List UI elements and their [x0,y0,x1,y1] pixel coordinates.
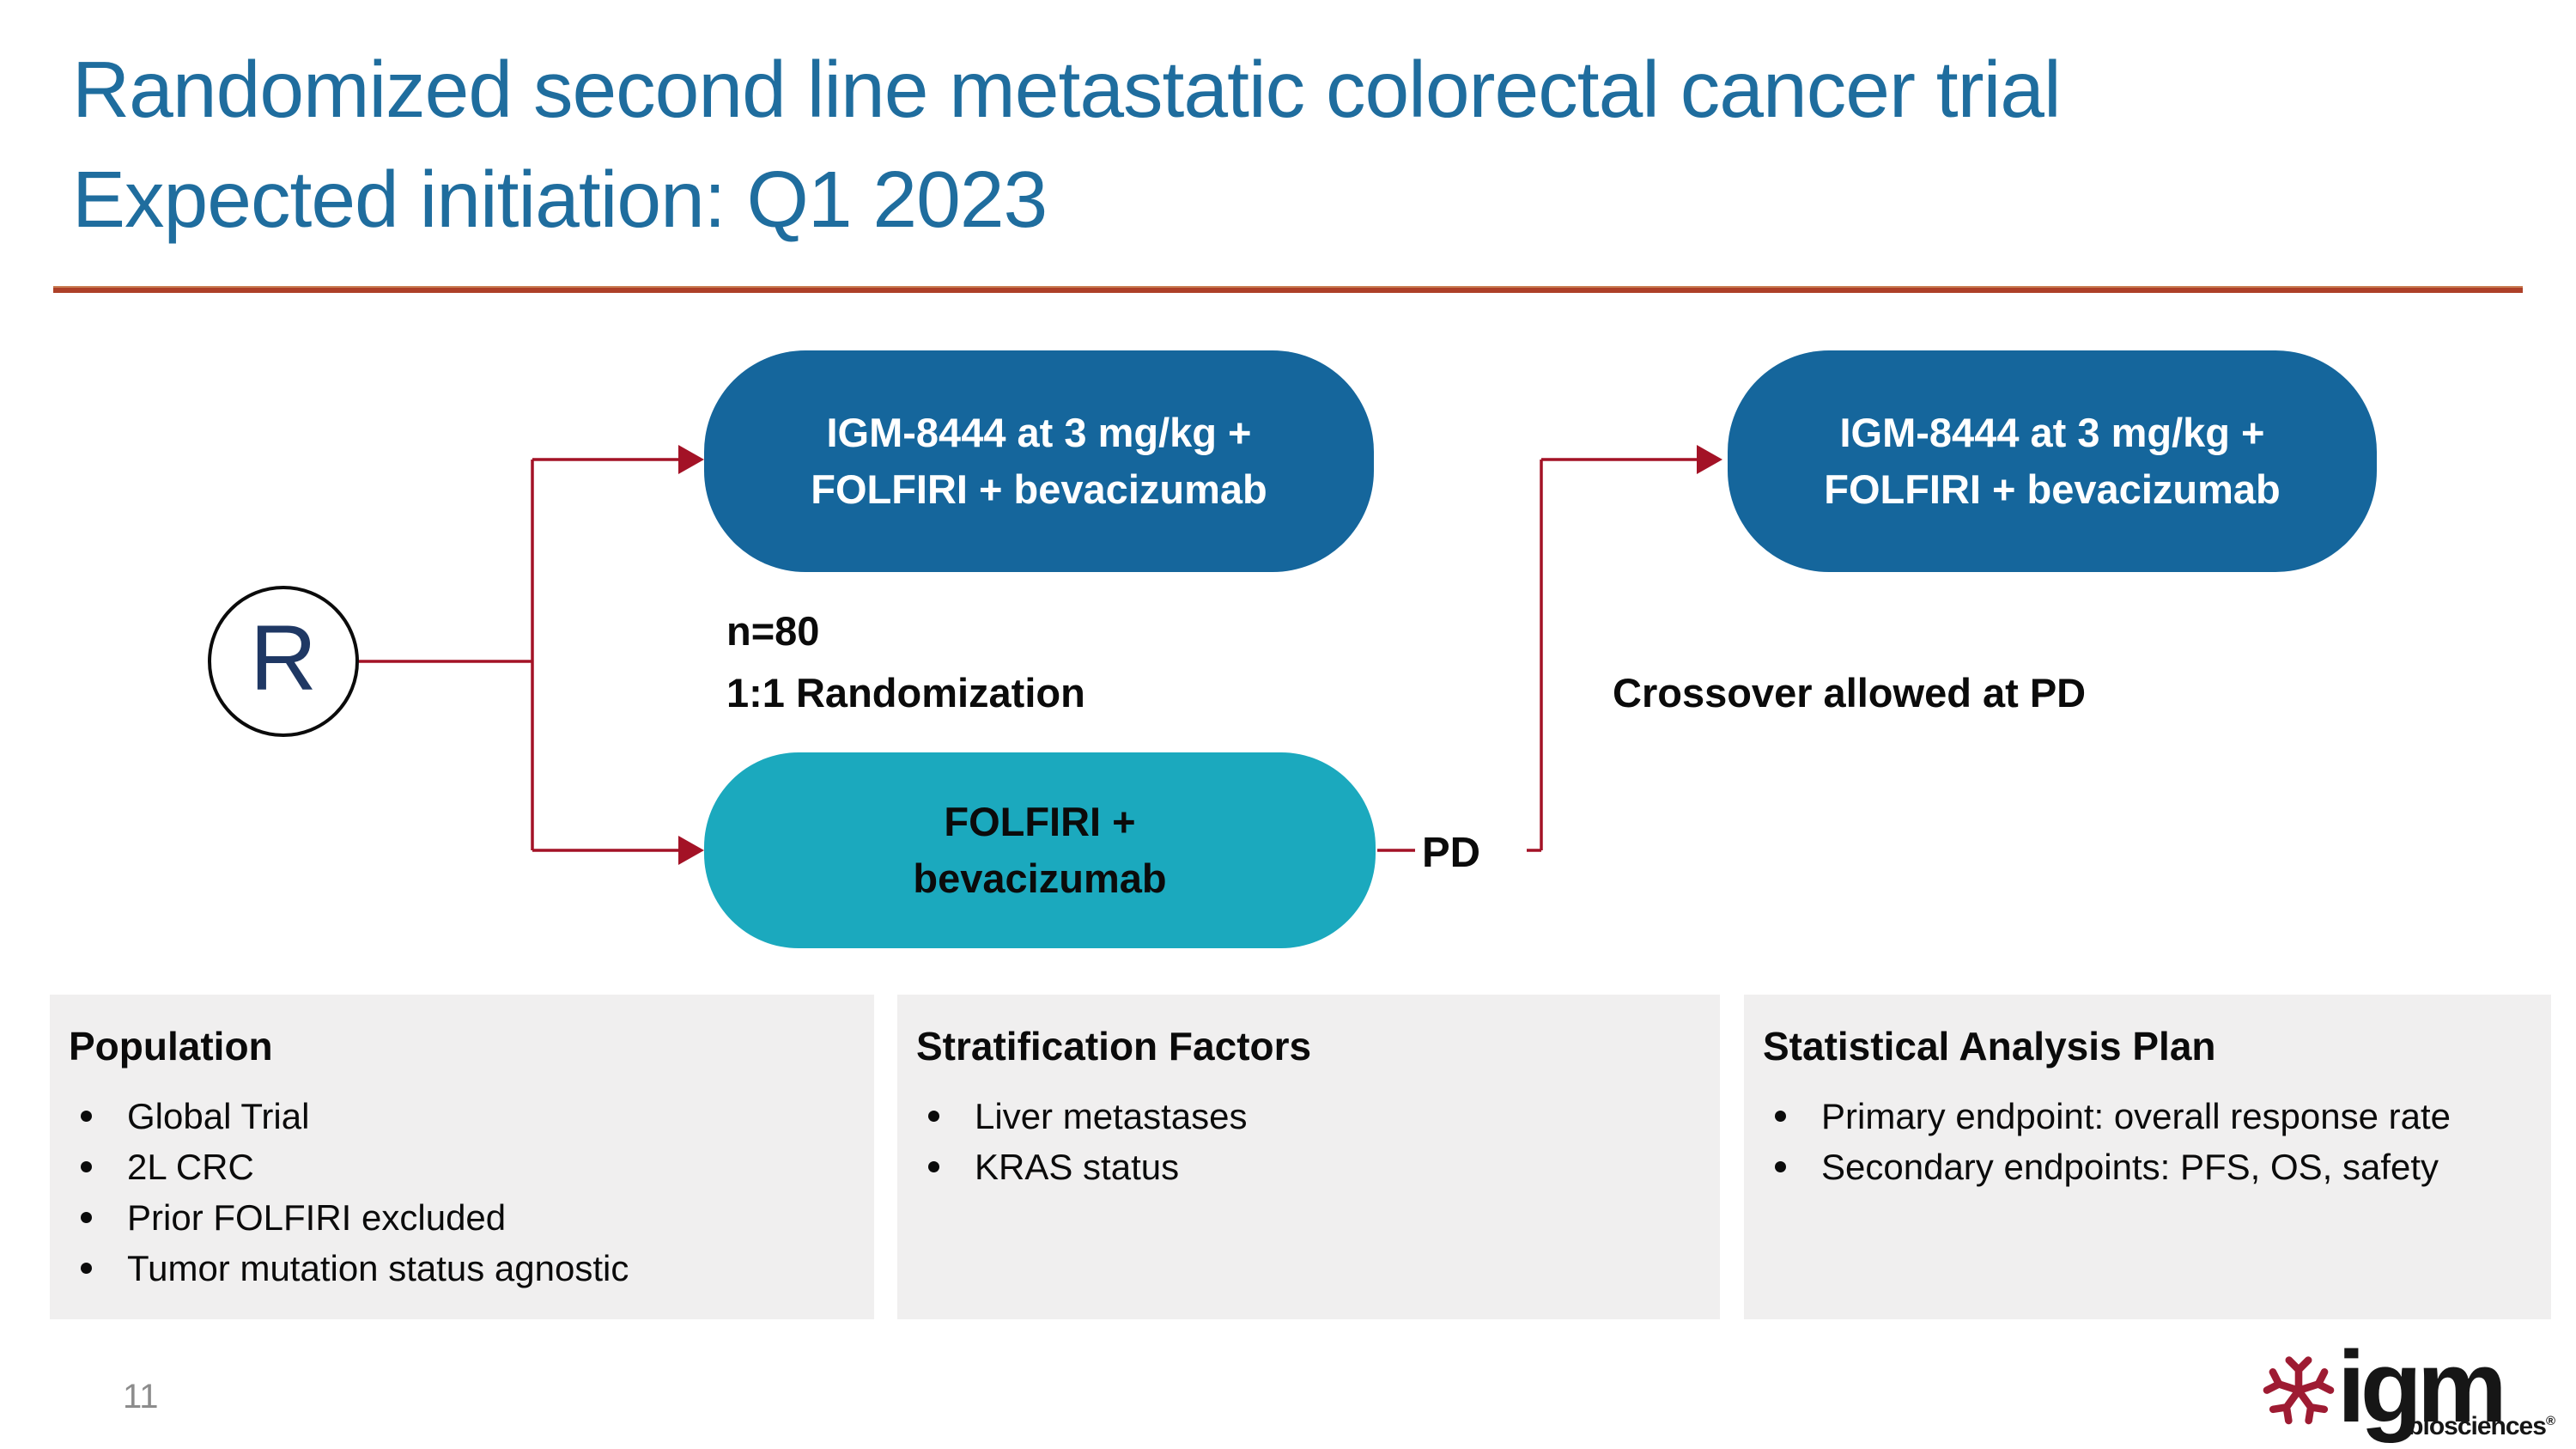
arrowhead-top-arm [678,445,704,474]
stratification-panel: Stratification Factors Liver metastases … [897,995,1720,1319]
list-item: Global Trial [74,1098,857,1135]
registered-mark: ® [2545,1414,2555,1428]
slide-title-line1: Randomized second line metastatic colore… [72,45,2062,134]
arm1-line2: FOLFIRI + bevacizumab [811,466,1267,512]
list-item: Secondary endpoints: PFS, OS, safety [1768,1148,2534,1185]
population-panel-title: Population [69,1024,273,1068]
list-item: Tumor mutation status agnostic [74,1250,857,1287]
crossover-arm-line1: IGM-8444 at 3 mg/kg + [1839,410,2265,455]
page-number: 11 [123,1378,159,1416]
logo-sub-word: biosciences [2408,1412,2547,1440]
crossover-arm-box: IGM-8444 at 3 mg/kg + FOLFIRI + bevacizu… [1728,350,2377,572]
igm-biosciences-logo: igm biosciences® [2258,1336,2555,1447]
stratification-panel-title: Stratification Factors [916,1024,1312,1068]
control-arm-line2: bevacizumab [913,855,1167,901]
igm-flower-icon [2263,1356,2335,1425]
slide-title: Randomized second line metastatic colore… [72,34,2537,254]
control-arm-box: FOLFIRI + bevacizumab [704,752,1376,948]
statistical-plan-bullet-list: Primary endpoint: overall response rate … [1763,1098,2534,1185]
population-panel: Population Global Trial 2L CRC Prior FOL… [50,995,874,1319]
list-item: Liver metastases [921,1098,1703,1135]
arm1-box: IGM-8444 at 3 mg/kg + FOLFIRI + bevacizu… [704,350,1374,572]
arm1-line1: IGM-8444 at 3 mg/kg + [826,410,1252,455]
slide-title-line2: Expected initiation: Q1 2023 [72,155,1048,244]
crossover-arm-line2: FOLFIRI + bevacizumab [1824,466,2281,512]
crossover-note: Crossover allowed at PD [1613,670,2087,715]
stratification-bullet-list: Liver metastases KRAS status [916,1098,1703,1185]
list-item: KRAS status [921,1148,1703,1185]
logo-brand-text: igm [2337,1330,2507,1444]
list-item: Primary endpoint: overall response rate [1768,1098,2534,1135]
randomization-letter: R [250,606,317,709]
arrowhead-crossover [1697,445,1722,474]
statistical-plan-panel-title: Statistical Analysis Plan [1763,1024,2216,1068]
arrowhead-bottom-arm [678,836,704,865]
randomization-ratio-label: 1:1 Randomization [726,670,1085,715]
title-divider [53,286,2523,293]
sample-size-label: n=80 [726,608,820,654]
list-item: Prior FOLFIRI excluded [74,1199,857,1236]
control-arm-line1: FOLFIRI + [944,799,1136,844]
list-item: 2L CRC [74,1148,857,1185]
logo-sub-text: biosciences® [2379,1412,2555,1441]
population-bullet-list: Global Trial 2L CRC Prior FOLFIRI exclud… [69,1098,857,1287]
randomization-node: R [208,586,359,737]
statistical-plan-panel: Statistical Analysis Plan Primary endpoi… [1744,995,2551,1319]
pd-label: PD [1422,830,1481,876]
